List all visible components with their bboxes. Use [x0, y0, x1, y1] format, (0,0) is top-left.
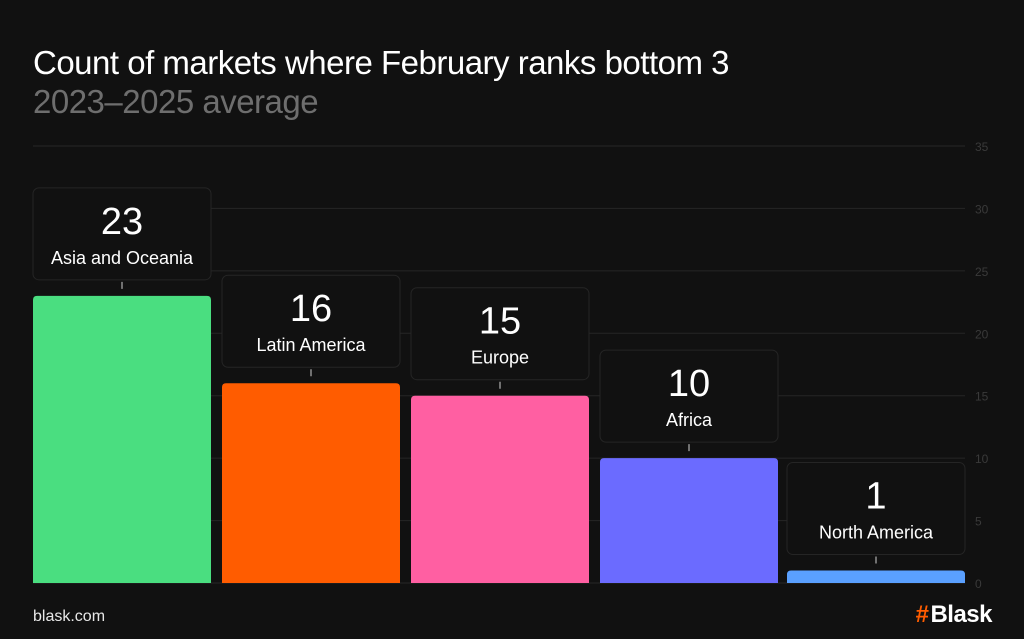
y-tick-label: 15: [975, 390, 989, 404]
bar: [411, 395, 589, 583]
label-box: [221, 274, 401, 368]
y-tick-label: 30: [975, 202, 989, 216]
bar: [222, 383, 400, 583]
data-label: 1: [865, 476, 886, 518]
y-tick-label: 10: [975, 452, 989, 466]
chart-title: Count of markets where February ranks bo…: [33, 44, 729, 81]
category-label: Europe: [471, 348, 529, 368]
logo-text: Blask: [930, 601, 992, 628]
data-label: 23: [101, 201, 143, 243]
data-label: 15: [479, 301, 521, 343]
blask-logo: #Blask: [915, 601, 993, 629]
bar: [600, 458, 778, 583]
y-tick-label: 0: [975, 577, 982, 591]
y-tick-label: 20: [975, 327, 989, 341]
bar: [33, 295, 211, 583]
chart-subtitle: 2023–2025 average: [33, 83, 319, 120]
category-label: Latin America: [256, 335, 366, 355]
site-link[interactable]: blask.com: [33, 608, 106, 625]
label-box: [410, 287, 590, 381]
y-tick-label: 5: [975, 515, 982, 529]
data-label: 16: [290, 288, 332, 330]
data-label: 10: [668, 363, 710, 405]
hash-icon: #: [915, 601, 929, 628]
category-label: Africa: [666, 410, 713, 430]
category-label: North America: [819, 523, 934, 543]
label-box: [599, 349, 779, 443]
category-label: Asia and Oceania: [51, 248, 194, 268]
y-tick-label: 25: [975, 265, 989, 279]
bar: [787, 570, 965, 583]
label-box: [786, 462, 966, 556]
label-box: [32, 187, 212, 281]
y-tick-label: 35: [975, 140, 989, 154]
